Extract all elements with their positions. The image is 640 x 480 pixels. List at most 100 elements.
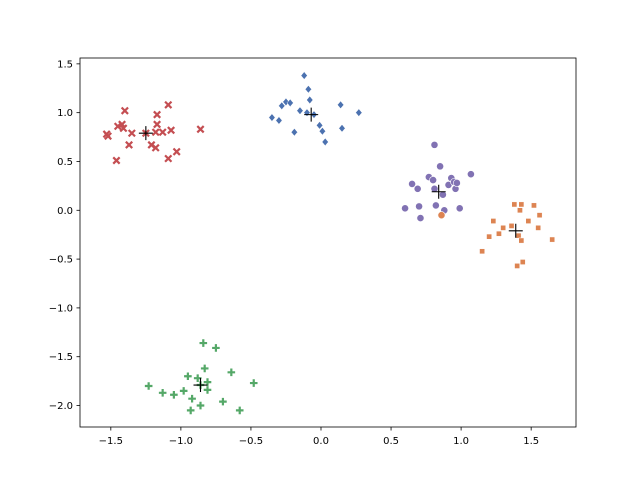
- data-point: [170, 390, 178, 399]
- y-tick-label: 1.0: [57, 108, 73, 119]
- y-tick-label: −0.5: [49, 255, 73, 266]
- data-point: [536, 212, 543, 219]
- data-point: [437, 211, 446, 220]
- data-point: [164, 100, 173, 109]
- data-point: [164, 154, 173, 163]
- data-point: [355, 108, 363, 117]
- x-tick-label: −1.0: [169, 436, 193, 447]
- data-point: [508, 223, 515, 229]
- y-tick-label: −1.0: [49, 303, 73, 314]
- data-point: [429, 176, 437, 184]
- data-point: [415, 202, 423, 211]
- data-point: [144, 382, 153, 390]
- y-tick-label: 0.5: [57, 157, 73, 168]
- x-tick-label: 0.0: [313, 436, 329, 447]
- data-point: [227, 368, 236, 377]
- data-point: [153, 120, 162, 129]
- data-point: [125, 140, 134, 149]
- centroid-marker: [508, 223, 523, 238]
- centroid-marker: [193, 378, 208, 393]
- data-point: [119, 124, 128, 133]
- data-point: [158, 128, 167, 137]
- data-point: [438, 190, 447, 199]
- data-point: [430, 140, 439, 149]
- data-point: [235, 406, 244, 415]
- data-point: [401, 204, 409, 213]
- data-point: [158, 389, 167, 397]
- data-point: [479, 248, 485, 255]
- data-point: [486, 233, 492, 240]
- y-tick-label: −1.5: [49, 352, 73, 363]
- data-point: [186, 406, 195, 415]
- data-point: [514, 263, 521, 269]
- data-point: [300, 71, 308, 80]
- data-point: [278, 101, 286, 111]
- data-point: [549, 236, 556, 243]
- data-point: [219, 397, 227, 406]
- x-tick-label: 1.5: [523, 436, 539, 447]
- data-point: [416, 214, 425, 222]
- data-point: [200, 364, 209, 373]
- data-point: [436, 162, 444, 171]
- data-point: [196, 125, 205, 134]
- data-point: [127, 129, 136, 138]
- data-point: [525, 218, 532, 224]
- data-point: [306, 95, 314, 105]
- data-point: [519, 259, 526, 265]
- data-point: [455, 204, 464, 213]
- data-point: [535, 225, 542, 231]
- data-point: [188, 394, 196, 403]
- data-point: [172, 147, 181, 156]
- x-tick-label: −0.5: [239, 436, 263, 447]
- y-axis: −2.0 −1.5 −1.0 −0.5 0.0 0.5 1.0 1.5: [49, 59, 80, 412]
- data-point: [199, 339, 208, 347]
- data-point: [303, 108, 311, 117]
- data-point: [337, 100, 345, 110]
- data-point: [153, 110, 162, 119]
- data-point: [203, 386, 212, 394]
- data-point: [518, 201, 525, 208]
- data-point: [318, 127, 326, 136]
- x-tick-label: 0.5: [383, 436, 399, 447]
- y-tick-label: 0.0: [57, 206, 73, 217]
- data-point: [275, 116, 283, 125]
- data-point: [515, 232, 522, 239]
- data-point: [249, 379, 258, 387]
- data-point: [304, 85, 312, 94]
- data-point: [511, 201, 518, 208]
- data-point: [431, 201, 440, 210]
- centroid-marker: [431, 184, 446, 199]
- centroid-marker: [304, 107, 319, 122]
- axes-frame: [79, 57, 577, 428]
- data-point: [453, 179, 461, 187]
- x-tick-label: −1.5: [99, 436, 123, 447]
- data-point: [338, 124, 346, 133]
- data-point: [104, 132, 113, 141]
- data-point: [286, 98, 294, 108]
- data-point: [430, 184, 439, 193]
- data-point: [296, 106, 304, 115]
- y-tick-label: 1.5: [57, 59, 73, 70]
- x-axis: −1.5 −1.0 −0.5 0.0 0.5 1.0 1.5: [99, 427, 539, 447]
- data-point: [167, 126, 176, 135]
- plot-marks: [102, 71, 556, 415]
- data-point: [179, 387, 188, 395]
- data-point: [120, 106, 129, 115]
- data-point: [113, 122, 122, 131]
- data-point: [268, 113, 276, 122]
- data-point: [517, 207, 523, 214]
- x-tick-label: 1.0: [453, 436, 469, 447]
- data-point: [196, 401, 205, 410]
- data-point: [467, 170, 475, 179]
- data-point: [490, 218, 497, 224]
- data-point: [518, 237, 525, 244]
- data-point: [212, 344, 220, 352]
- data-point: [500, 225, 506, 231]
- data-point: [184, 372, 192, 381]
- data-point: [496, 230, 502, 237]
- data-point: [151, 128, 160, 137]
- data-point: [112, 156, 121, 165]
- data-point: [321, 137, 329, 147]
- y-tick-label: −2.0: [49, 401, 73, 412]
